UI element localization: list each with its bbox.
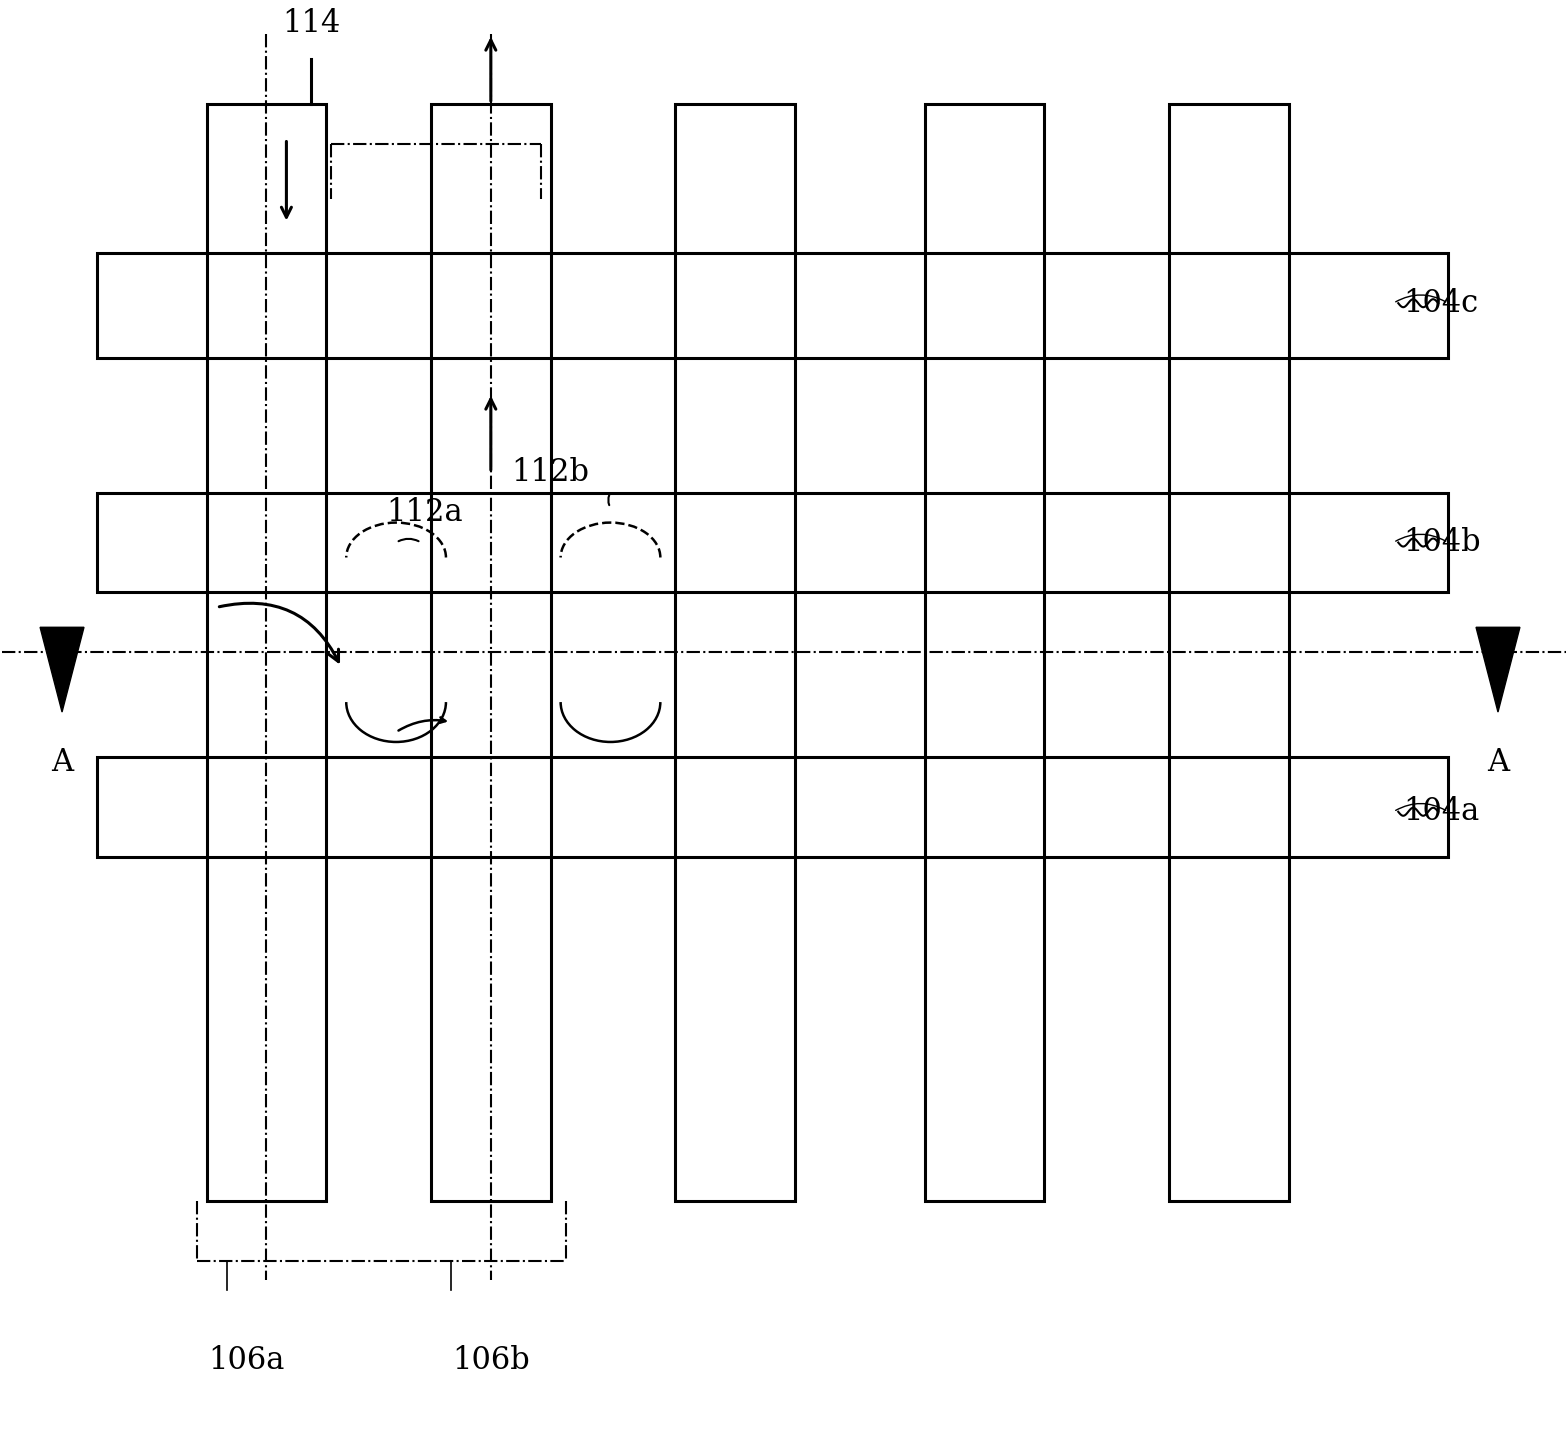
Bar	[676, 104, 795, 1201]
Text: 106a: 106a	[209, 1346, 285, 1376]
Bar	[925, 104, 1044, 1201]
Text: 112b: 112b	[511, 457, 588, 489]
Text: A: A	[1486, 746, 1508, 778]
Bar	[97, 493, 1449, 592]
Text: A: A	[52, 746, 74, 778]
Bar	[97, 756, 1449, 857]
Bar	[1168, 104, 1289, 1201]
Bar	[207, 104, 326, 1201]
Bar	[431, 104, 550, 1201]
Text: 114: 114	[282, 9, 340, 39]
Text: 112a: 112a	[386, 498, 463, 528]
Text: 104b: 104b	[1403, 528, 1480, 558]
Bar	[97, 253, 1449, 358]
Text: 106b: 106b	[452, 1346, 530, 1376]
Text: 104a: 104a	[1403, 797, 1480, 827]
Polygon shape	[1475, 627, 1519, 712]
Text: 104c: 104c	[1403, 288, 1479, 319]
Polygon shape	[41, 627, 85, 712]
